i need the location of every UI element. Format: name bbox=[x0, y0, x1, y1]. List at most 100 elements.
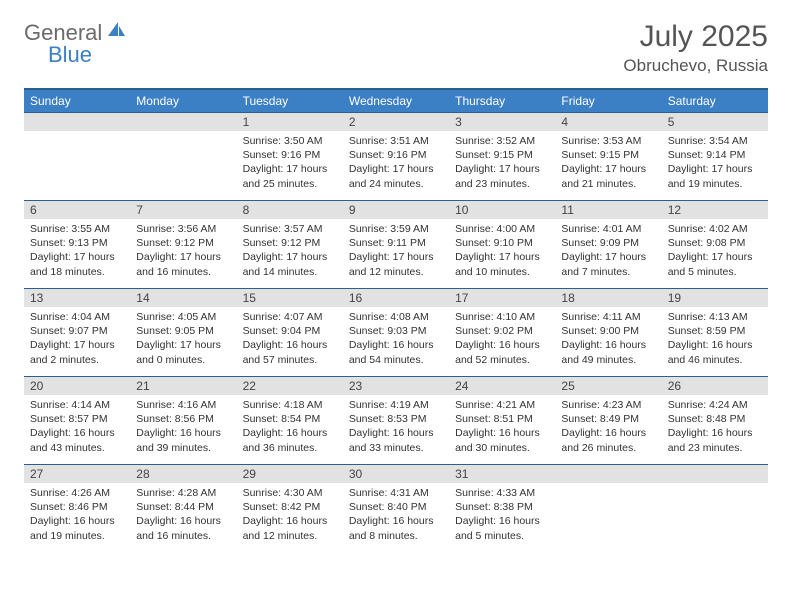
calendar-week-row: 6Sunrise: 3:55 AMSunset: 9:13 PMDaylight… bbox=[24, 201, 768, 289]
day-number: 29 bbox=[237, 465, 343, 483]
day-number: 7 bbox=[130, 201, 236, 219]
sunrise-line: Sunrise: 4:33 AM bbox=[455, 486, 549, 500]
day-details: Sunrise: 3:55 AMSunset: 9:13 PMDaylight:… bbox=[24, 219, 130, 283]
daylight-line: Daylight: 17 hours and 19 minutes. bbox=[668, 162, 762, 190]
sunset-line: Sunset: 8:59 PM bbox=[668, 324, 762, 338]
calendar-body: 1Sunrise: 3:50 AMSunset: 9:16 PMDaylight… bbox=[24, 113, 768, 553]
sunset-line: Sunset: 9:11 PM bbox=[349, 236, 443, 250]
calendar-day-cell bbox=[24, 113, 130, 201]
daylight-line: Daylight: 17 hours and 0 minutes. bbox=[136, 338, 230, 366]
day-details: Sunrise: 4:26 AMSunset: 8:46 PMDaylight:… bbox=[24, 483, 130, 547]
logo: General Blue bbox=[24, 20, 128, 46]
calendar-day-cell: 22Sunrise: 4:18 AMSunset: 8:54 PMDayligh… bbox=[237, 377, 343, 465]
calendar-day-cell: 13Sunrise: 4:04 AMSunset: 9:07 PMDayligh… bbox=[24, 289, 130, 377]
weekday-header-row: SundayMondayTuesdayWednesdayThursdayFrid… bbox=[24, 89, 768, 113]
day-details: Sunrise: 3:56 AMSunset: 9:12 PMDaylight:… bbox=[130, 219, 236, 283]
calendar-day-cell: 14Sunrise: 4:05 AMSunset: 9:05 PMDayligh… bbox=[130, 289, 236, 377]
calendar-day-cell: 9Sunrise: 3:59 AMSunset: 9:11 PMDaylight… bbox=[343, 201, 449, 289]
calendar-day-cell: 12Sunrise: 4:02 AMSunset: 9:08 PMDayligh… bbox=[662, 201, 768, 289]
day-number: 30 bbox=[343, 465, 449, 483]
day-number: 11 bbox=[555, 201, 661, 219]
day-number: 4 bbox=[555, 113, 661, 131]
day-number: 13 bbox=[24, 289, 130, 307]
logo-sail-icon bbox=[106, 20, 126, 43]
weekday-header: Monday bbox=[130, 89, 236, 113]
calendar-day-cell: 6Sunrise: 3:55 AMSunset: 9:13 PMDaylight… bbox=[24, 201, 130, 289]
sunset-line: Sunset: 8:57 PM bbox=[30, 412, 124, 426]
day-number: 27 bbox=[24, 465, 130, 483]
calendar-day-cell bbox=[555, 465, 661, 553]
daylight-line: Daylight: 16 hours and 39 minutes. bbox=[136, 426, 230, 454]
sunrise-line: Sunrise: 3:57 AM bbox=[243, 222, 337, 236]
daylight-line: Daylight: 17 hours and 23 minutes. bbox=[455, 162, 549, 190]
logo-text-blue: Blue bbox=[48, 42, 92, 68]
day-details: Sunrise: 4:19 AMSunset: 8:53 PMDaylight:… bbox=[343, 395, 449, 459]
day-number: 17 bbox=[449, 289, 555, 307]
sunset-line: Sunset: 8:49 PM bbox=[561, 412, 655, 426]
location: Obruchevo, Russia bbox=[623, 56, 768, 76]
daylight-line: Daylight: 16 hours and 46 minutes. bbox=[668, 338, 762, 366]
sunrise-line: Sunrise: 4:18 AM bbox=[243, 398, 337, 412]
sunrise-line: Sunrise: 3:53 AM bbox=[561, 134, 655, 148]
empty-day-number bbox=[555, 465, 661, 483]
sunrise-line: Sunrise: 4:14 AM bbox=[30, 398, 124, 412]
calendar-day-cell: 11Sunrise: 4:01 AMSunset: 9:09 PMDayligh… bbox=[555, 201, 661, 289]
sunrise-line: Sunrise: 3:52 AM bbox=[455, 134, 549, 148]
day-number: 21 bbox=[130, 377, 236, 395]
sunset-line: Sunset: 9:03 PM bbox=[349, 324, 443, 338]
day-details: Sunrise: 4:28 AMSunset: 8:44 PMDaylight:… bbox=[130, 483, 236, 547]
sunset-line: Sunset: 8:44 PM bbox=[136, 500, 230, 514]
daylight-line: Daylight: 17 hours and 18 minutes. bbox=[30, 250, 124, 278]
sunset-line: Sunset: 9:07 PM bbox=[30, 324, 124, 338]
sunrise-line: Sunrise: 4:26 AM bbox=[30, 486, 124, 500]
calendar-day-cell: 20Sunrise: 4:14 AMSunset: 8:57 PMDayligh… bbox=[24, 377, 130, 465]
header: General Blue July 2025 Obruchevo, Russia bbox=[24, 20, 768, 76]
day-details: Sunrise: 4:00 AMSunset: 9:10 PMDaylight:… bbox=[449, 219, 555, 283]
sunset-line: Sunset: 9:02 PM bbox=[455, 324, 549, 338]
sunrise-line: Sunrise: 4:05 AM bbox=[136, 310, 230, 324]
day-number: 25 bbox=[555, 377, 661, 395]
sunset-line: Sunset: 9:16 PM bbox=[243, 148, 337, 162]
day-details: Sunrise: 3:50 AMSunset: 9:16 PMDaylight:… bbox=[237, 131, 343, 195]
calendar-day-cell: 30Sunrise: 4:31 AMSunset: 8:40 PMDayligh… bbox=[343, 465, 449, 553]
day-details: Sunrise: 4:24 AMSunset: 8:48 PMDaylight:… bbox=[662, 395, 768, 459]
sunset-line: Sunset: 8:40 PM bbox=[349, 500, 443, 514]
sunset-line: Sunset: 9:12 PM bbox=[243, 236, 337, 250]
day-number: 16 bbox=[343, 289, 449, 307]
day-number: 1 bbox=[237, 113, 343, 131]
day-number: 22 bbox=[237, 377, 343, 395]
day-number: 2 bbox=[343, 113, 449, 131]
day-details: Sunrise: 4:10 AMSunset: 9:02 PMDaylight:… bbox=[449, 307, 555, 371]
sunrise-line: Sunrise: 4:24 AM bbox=[668, 398, 762, 412]
calendar-day-cell: 21Sunrise: 4:16 AMSunset: 8:56 PMDayligh… bbox=[130, 377, 236, 465]
daylight-line: Daylight: 16 hours and 16 minutes. bbox=[136, 514, 230, 542]
calendar-day-cell: 18Sunrise: 4:11 AMSunset: 9:00 PMDayligh… bbox=[555, 289, 661, 377]
daylight-line: Daylight: 17 hours and 21 minutes. bbox=[561, 162, 655, 190]
day-number: 15 bbox=[237, 289, 343, 307]
calendar-day-cell: 15Sunrise: 4:07 AMSunset: 9:04 PMDayligh… bbox=[237, 289, 343, 377]
day-number: 9 bbox=[343, 201, 449, 219]
day-details: Sunrise: 4:08 AMSunset: 9:03 PMDaylight:… bbox=[343, 307, 449, 371]
sunset-line: Sunset: 9:09 PM bbox=[561, 236, 655, 250]
sunrise-line: Sunrise: 4:28 AM bbox=[136, 486, 230, 500]
sunset-line: Sunset: 9:15 PM bbox=[561, 148, 655, 162]
weekday-header: Tuesday bbox=[237, 89, 343, 113]
day-details: Sunrise: 3:57 AMSunset: 9:12 PMDaylight:… bbox=[237, 219, 343, 283]
calendar-week-row: 1Sunrise: 3:50 AMSunset: 9:16 PMDaylight… bbox=[24, 113, 768, 201]
day-details: Sunrise: 4:01 AMSunset: 9:09 PMDaylight:… bbox=[555, 219, 661, 283]
weekday-header: Sunday bbox=[24, 89, 130, 113]
sunrise-line: Sunrise: 4:11 AM bbox=[561, 310, 655, 324]
daylight-line: Daylight: 16 hours and 30 minutes. bbox=[455, 426, 549, 454]
sunrise-line: Sunrise: 4:02 AM bbox=[668, 222, 762, 236]
sunset-line: Sunset: 9:12 PM bbox=[136, 236, 230, 250]
sunrise-line: Sunrise: 3:59 AM bbox=[349, 222, 443, 236]
sunset-line: Sunset: 8:54 PM bbox=[243, 412, 337, 426]
calendar-day-cell bbox=[662, 465, 768, 553]
day-details: Sunrise: 3:59 AMSunset: 9:11 PMDaylight:… bbox=[343, 219, 449, 283]
day-details: Sunrise: 4:18 AMSunset: 8:54 PMDaylight:… bbox=[237, 395, 343, 459]
sunrise-line: Sunrise: 3:55 AM bbox=[30, 222, 124, 236]
sunrise-line: Sunrise: 4:31 AM bbox=[349, 486, 443, 500]
daylight-line: Daylight: 17 hours and 14 minutes. bbox=[243, 250, 337, 278]
daylight-line: Daylight: 17 hours and 2 minutes. bbox=[30, 338, 124, 366]
calendar-day-cell bbox=[130, 113, 236, 201]
